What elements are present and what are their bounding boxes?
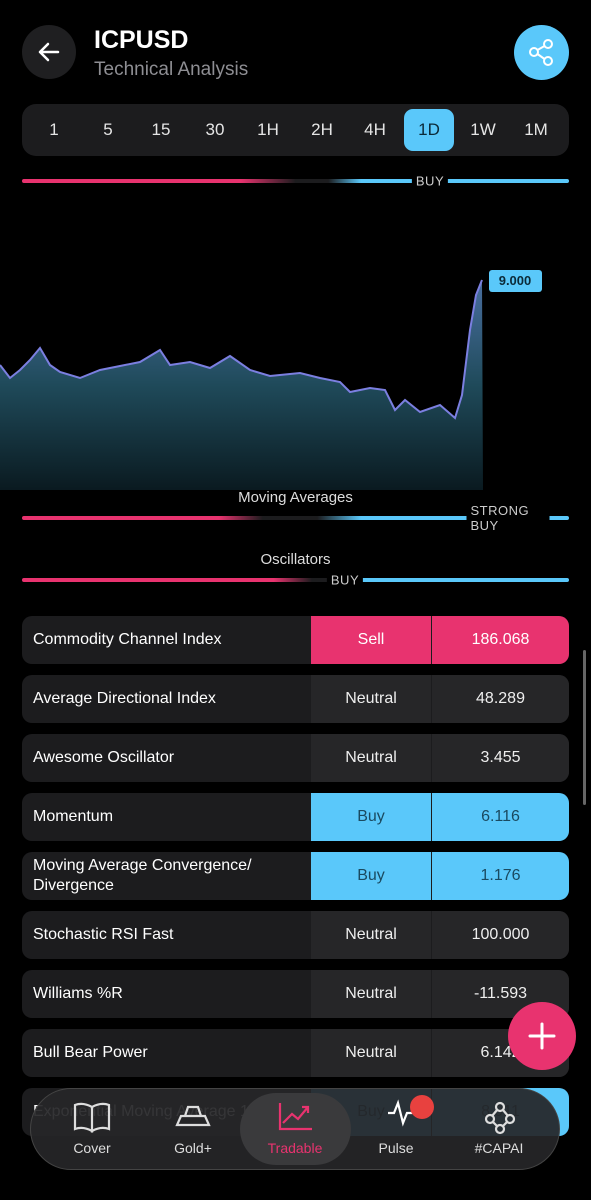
nav-label: #CAPAI [474,1140,524,1156]
timeframe-button[interactable]: 1M [524,120,548,139]
price-chart: 9.000 [0,270,542,490]
indicator-row: Williams %R Neutral -11.593 [22,970,569,1018]
indicator-name: Average Directional Index [33,690,216,707]
timeframe-button[interactable]: 15 [151,120,171,139]
indicator-action: Neutral [311,1029,431,1077]
title: ICPUSD [94,26,189,54]
indicator-action: Sell [311,616,431,664]
add-icon [528,1022,556,1050]
osc-verdict: BUY [326,572,364,588]
price-label: 9.000 [499,273,532,288]
nav-label: Gold+ [174,1140,212,1156]
indicator-name: Stochastic RSI Fast [33,926,174,943]
osc-gauge [22,578,569,582]
indicator-action: Buy [311,852,431,900]
summary-verdict: BUY [411,173,449,189]
timeframe-button[interactable]: 5 [103,120,113,139]
indicator-action: Neutral [311,970,431,1018]
indicator-value: 6.116 [432,793,569,841]
back-icon [38,42,60,62]
share-icon [529,39,553,66]
indicator-action: Neutral [311,675,431,723]
add-button[interactable] [508,1002,576,1070]
timeframe-button[interactable]: 4H [364,120,386,139]
osc-title: Oscillators [260,551,331,568]
ma-verdict: STRONG BUY [466,503,550,533]
indicator-value: 3.455 [432,734,569,782]
ma-title: Moving Averages [238,489,353,506]
indicator-row: Stochastic RSI Fast Neutral 100.000 [22,911,569,959]
indicator-name: Momentum [33,808,114,825]
nav-label: Cover [73,1140,111,1156]
indicator-row: Moving Average Convergence/ Divergence Bu… [22,852,569,900]
back-button[interactable] [22,25,76,79]
nav-icons [73,1095,516,1135]
indicator-name: Awesome Oscillator [33,749,175,766]
indicator-name: Commodity Channel Index [33,631,222,648]
scrollbar [583,650,586,805]
timeframe-button[interactable]: 2H [311,120,333,139]
indicator-row: Average Directional Index Neutral 48.289 [22,675,569,723]
timeframe-bar [22,104,569,156]
timeframe-button[interactable]: 1H [257,120,279,139]
indicator-row: Bull Bear Power Neutral 6.142 [22,1029,569,1077]
indicator-action: Neutral [311,734,431,782]
indicator-action: Buy [311,793,431,841]
nav-label: Pulse [378,1140,414,1156]
timeframe-button[interactable]: 1W [470,120,496,139]
nav-label: Tradable [267,1140,323,1156]
indicator-name: Williams %R [33,985,123,1002]
share-button[interactable] [514,25,569,80]
indicator-value: 48.289 [432,675,569,723]
price-label-bg [489,270,542,292]
indicator-name: Moving Average Convergence/ Divergence [33,857,252,894]
indicator-value: 1.176 [432,852,569,900]
indicator-row: Momentum Buy 6.116 [22,793,569,841]
price-line [0,279,483,420]
indicator-action: Neutral [311,911,431,959]
timeframe-button[interactable]: 1D [404,109,454,151]
ma-gauge [22,516,569,520]
summary-gauge [22,179,569,183]
indicator-row: Commodity Channel Index Sell 186.068 [22,616,569,664]
indicator-value: 100.000 [432,911,569,959]
price-area [0,280,483,490]
timeframe-button[interactable]: 1 [49,120,59,139]
timeframe-button[interactable]: 30 [205,120,225,139]
subtitle: Technical Analysis [94,59,249,80]
indicator-name: Bull Bear Power [33,1044,148,1061]
indicator-value: -11.593 [432,970,569,1018]
indicator-value: 186.068 [432,616,569,664]
indicator-row: Awesome Oscillator Neutral 3.455 [22,734,569,782]
